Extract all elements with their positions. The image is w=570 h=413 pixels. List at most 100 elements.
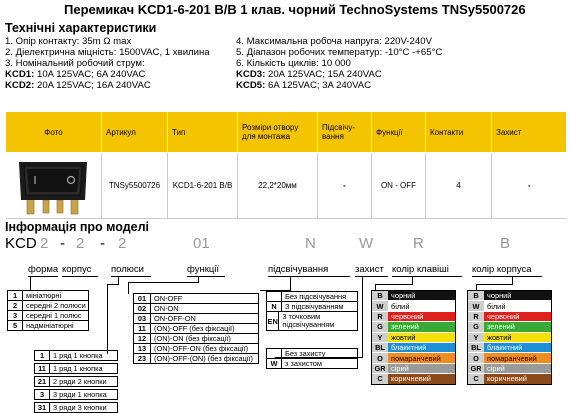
th-hole-size: Розміри отвору для монтажа bbox=[237, 111, 318, 153]
spec-right-4: 4. Максимальна робоча напруга: 220V-240V bbox=[236, 36, 432, 47]
key-color-code: G bbox=[372, 322, 388, 332]
td-contacts: 4 bbox=[425, 152, 492, 219]
key-color-row: GR сірий bbox=[372, 363, 455, 375]
rocker-switch-image bbox=[19, 161, 88, 214]
key-color-code: O bbox=[372, 353, 388, 363]
body-color-name: чорний bbox=[484, 291, 551, 301]
key-color-code: GR bbox=[372, 363, 388, 374]
body-color-name: коричневий bbox=[484, 374, 551, 384]
key-color-name: коричневий bbox=[388, 374, 455, 384]
polyus-option: 21 2 ряди 2 кнопки bbox=[34, 376, 118, 387]
th-contacts: Контакти bbox=[425, 111, 492, 153]
th-type: Тип bbox=[167, 111, 238, 153]
code-funktsii: 01 bbox=[193, 235, 210, 252]
function-option: 01 ON-OFF bbox=[134, 294, 258, 304]
polyus-option: 31 3 ряди 3 кнопки bbox=[34, 402, 118, 413]
th-photo: Фото bbox=[5, 111, 102, 153]
body-color-code: C bbox=[468, 374, 484, 384]
key-color-name: блакитний bbox=[388, 342, 455, 353]
body-color-code: R bbox=[468, 311, 484, 322]
body-color-code: BL bbox=[468, 342, 484, 353]
product-photo bbox=[5, 152, 102, 219]
function-option: 02 ON-ON bbox=[134, 304, 258, 314]
td-protection: - bbox=[491, 152, 567, 219]
key-color-code: R bbox=[372, 311, 388, 322]
code-polyusy: 2 bbox=[118, 235, 127, 252]
body-color-row: GR сірий bbox=[468, 363, 551, 375]
td-hole-size: 22,2*20мм bbox=[237, 152, 318, 219]
function-option: 23 (ON)-OFF-(ON) (без фіксації) bbox=[134, 354, 258, 363]
body-color-row: BL блакитний bbox=[468, 342, 551, 354]
key-color-name: помаранчевий bbox=[388, 353, 455, 363]
label-polyusy: полюси bbox=[111, 264, 144, 275]
key-color-code: BL bbox=[372, 342, 388, 353]
th-protection: Захист bbox=[491, 111, 567, 153]
label-pidsvich: підсвічування bbox=[268, 264, 329, 275]
code-kolir-klav: R bbox=[413, 235, 424, 252]
page-title: Перемикач KCD1-6-201 B/B 1 клав. чорний … bbox=[64, 2, 526, 17]
function-option: 13 (ON)-OFF-ON (без фіксації) bbox=[134, 344, 258, 354]
key-color-code: C bbox=[372, 374, 388, 384]
body-color-code: GR bbox=[468, 363, 484, 374]
key-color-name: жовтий bbox=[388, 332, 455, 342]
label-kolir-korp: колір корпуса bbox=[472, 264, 532, 275]
spec-kcd1: KCD1: 10A 125VAC; 6A 240VAC bbox=[5, 69, 146, 80]
key-color-code: B bbox=[372, 291, 388, 301]
code-pidsvich: N bbox=[305, 235, 316, 252]
key-color-code: W bbox=[372, 301, 388, 311]
spec-right-6: 6. Кількість циклів: 10 000 bbox=[236, 58, 351, 69]
spec-kcd3: KCD3: 20A 125VAC; 15A 240VAC bbox=[236, 69, 382, 80]
key-color-name: зелений bbox=[388, 322, 455, 332]
th-light: Підсвічу-вання bbox=[317, 111, 372, 153]
spec-kcd5: KCD5: 6A 125VAC; 3A 240VAC bbox=[236, 80, 372, 91]
spec-kcd2: KCD2: 20A 125VAC; 16A 240VAC bbox=[5, 80, 151, 91]
code-kolir-korp: B bbox=[500, 235, 511, 252]
code-kcd: KCD bbox=[5, 235, 37, 252]
body-color-name: червоний bbox=[484, 311, 551, 322]
spec-right-5: 5. Діапазон робочих температур: -10°С -+… bbox=[236, 47, 443, 58]
specs-heading: Технічні характеристики bbox=[5, 21, 157, 35]
body-color-name: сірий bbox=[484, 363, 551, 374]
forma-option: 5 надмініатюрні bbox=[8, 321, 88, 330]
forma-options: 1 мініатюрні 2 середні 2 полюси 3 середні 1… bbox=[7, 290, 89, 331]
code-dash-1: - bbox=[60, 235, 65, 252]
spec-left-2: 2. Діелектрична міцність: 1500VAC, 1 хви… bbox=[5, 47, 210, 58]
body-color-code: Y bbox=[468, 332, 484, 342]
label-zakhyst: захист bbox=[355, 264, 384, 275]
label-korpus: корпус bbox=[62, 264, 92, 275]
key-color-name: чорний bbox=[388, 291, 455, 301]
label-forma: форма bbox=[28, 264, 59, 275]
body-color-name: блакитний bbox=[484, 342, 551, 353]
code-zakhyst: W bbox=[359, 235, 374, 252]
key-color-code: Y bbox=[372, 332, 388, 342]
function-option: 03 ON-OFF-ON bbox=[134, 314, 258, 324]
key-color-name: сірий bbox=[388, 363, 455, 374]
function-option: 11 (ON)-OFF (без фіксації) bbox=[134, 324, 258, 334]
forma-option: 3 середні 1 полюс bbox=[8, 311, 88, 321]
product-table: Фото Артикул Тип Розміри отвору для монт… bbox=[5, 111, 567, 219]
function-options: 01 ON-OFF 02 ON-ON 03 ON-OFF-ON 11 (ON)-OFF … bbox=[133, 293, 259, 364]
body-color-code: W bbox=[468, 301, 484, 311]
spec-left-1: 1. Опір контакту: 35m Ω max bbox=[5, 36, 132, 47]
body-color-name: зелений bbox=[484, 322, 551, 332]
function-option: 12 (ON)-ON (без фіксації) bbox=[134, 334, 258, 344]
